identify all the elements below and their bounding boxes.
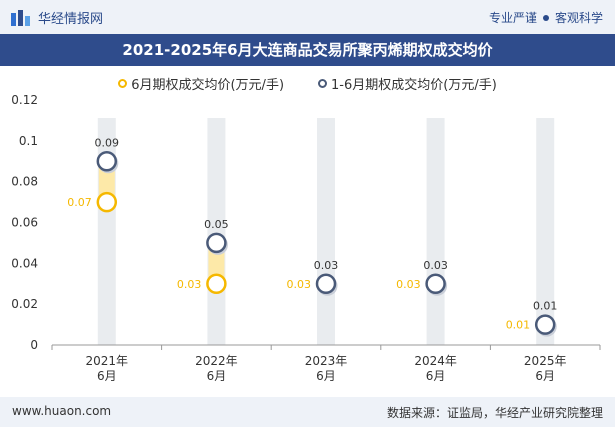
x-tick-label: 6月 [535,369,555,383]
footer-website: www.huaon.com [12,404,112,418]
x-tick-label: 6月 [426,369,446,383]
background-column [207,118,226,345]
y-tick-label: 0.08 [11,175,38,189]
x-tick-label: 2025年 [524,354,567,368]
slogan-left: 专业严谨 [488,11,537,25]
point-cumulative [206,232,227,254]
data-label-june: 0.01 [506,319,531,332]
point-cumulative [425,273,446,294]
background-column [426,118,445,345]
data-label-cumulative: 0.03 [314,259,339,272]
data-label-cumulative: 0.09 [95,136,120,149]
top-bar: 华经情报网 专业严谨 客观科学 [0,0,615,34]
slogan-right: 客观科学 [554,11,603,25]
huajing-logo-icon [11,9,30,26]
brand-name: 华经情报网 [38,12,104,27]
brand: 华经情报网 [10,8,103,27]
x-tick-label: 2023年 [305,354,348,368]
legend-item-cumulative: 1-6月期权成交均价(万元/手) [318,74,497,93]
y-tick-label: 0 [30,338,38,352]
x-tick-label: 6月 [207,369,227,383]
x-tick-label: 2022年 [195,354,238,368]
data-label-june: 0.03 [287,278,312,291]
legend-label-june: 6月期权成交均价(万元/手) [131,78,285,93]
footer-bar: www.huaon.com 数据来源：证监局，华经产业研究院整理 [0,397,615,427]
y-tick-label: 0.04 [11,256,38,270]
y-tick-label: 0.1 [19,134,38,148]
x-tick-label: 6月 [97,369,117,383]
slogan: 专业严谨 客观科学 [489,9,603,26]
y-tick-label: 0.06 [11,216,38,230]
chart-legend: 6月期权成交均价(万元/手) 1-6月期权成交均价(万元/手) [0,74,615,93]
x-tick-label: 2021年 [86,354,129,368]
data-label-june: 0.03 [177,278,202,291]
data-label-cumulative: 0.01 [533,300,558,313]
data-label-june: 0.03 [396,278,421,291]
point-cumulative [96,151,118,172]
legend-item-june: 6月期权成交均价(万元/手) [118,74,284,93]
data-label-cumulative: 0.05 [204,218,229,231]
point-june [96,191,118,213]
legend-label-cumulative: 1-6月期权成交均价(万元/手) [331,78,497,93]
y-tick-label: 0.02 [11,297,38,311]
chart-title: 2021-2025年6月大连商品交易所聚丙烯期权成交均价 [0,34,615,66]
point-june [206,273,227,294]
y-tick-label: 0.12 [11,93,38,107]
x-tick-label: 2024年 [414,354,457,368]
chart-plot: 00.020.040.060.080.10.122021年6月2022年6月20… [11,93,601,383]
x-tick-label: 6月 [316,369,336,383]
background-column [536,118,555,345]
footer-source: 数据来源：证监局，华经产业研究院整理 [386,406,603,420]
data-label-june: 0.07 [67,196,92,209]
point-cumulative [315,273,337,294]
data-label-cumulative: 0.03 [423,259,448,272]
background-column [317,118,335,345]
legend-marker-cumulative-icon [318,79,328,88]
separator-dot-icon [542,14,549,21]
legend-marker-june-icon [118,79,128,88]
point-cumulative [534,314,556,335]
